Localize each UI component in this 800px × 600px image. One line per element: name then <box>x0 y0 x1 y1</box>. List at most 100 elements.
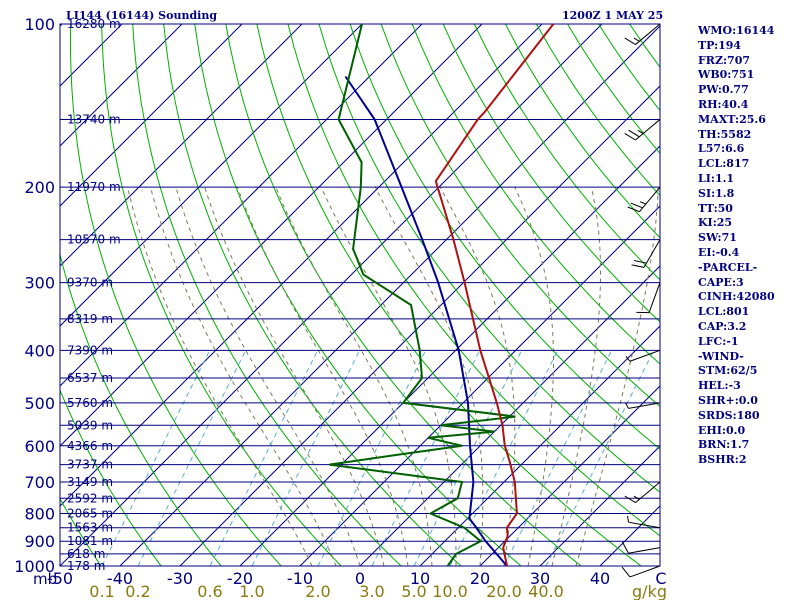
isotherm-line <box>60 24 183 147</box>
index-item: LI:1.1 <box>698 171 735 185</box>
temperature-tick-label: 20 <box>470 569 490 588</box>
index-item: WMO:16144 <box>698 24 775 37</box>
wind-barb-flag <box>634 260 647 264</box>
isotherm-line <box>179 85 660 566</box>
isotherm-line <box>299 205 660 566</box>
temperature-tick-label: -20 <box>227 569 253 588</box>
wind-barb <box>624 481 661 504</box>
index-item: KI:25 <box>698 216 733 230</box>
pressure-tick-label: 800 <box>24 504 55 523</box>
height-label: 4366 m <box>67 439 113 453</box>
mixing-ratio-line <box>545 350 655 566</box>
wind-barb-flag <box>627 206 640 213</box>
wind-barb-half-flag <box>633 495 640 500</box>
index-item: TP:194 <box>698 38 742 52</box>
index-item: CAP:3.2 <box>698 319 747 333</box>
mixing-ratio-tick-label: 2.0 <box>305 582 330 600</box>
isotherm-line <box>239 145 660 566</box>
wind-barb-staff <box>628 547 661 554</box>
temperature-tick-label: 10 <box>410 569 430 588</box>
wind-barb-flag <box>628 129 640 138</box>
wind-barb <box>627 186 661 213</box>
isotherm-line <box>539 445 660 566</box>
wind-barb-flag <box>630 202 643 209</box>
isotherm-line <box>60 24 543 507</box>
pressure-tick-label: 200 <box>24 178 55 197</box>
index-item: SI:1.8 <box>698 186 735 200</box>
pressure-tick-label: 900 <box>24 532 55 551</box>
index-item: TH:5582 <box>698 127 752 141</box>
indices-panel: WMO:16144 TP:194 FRZ:707 WB0:751 PW:0.77 RH:4… <box>698 24 775 468</box>
moist-adiabat-line <box>514 186 554 566</box>
height-label: 7390 m <box>67 343 113 357</box>
height-label: 5760 m <box>67 396 113 410</box>
wind-barb-staff <box>629 349 661 362</box>
wind-barb-half-flag <box>625 402 629 409</box>
parcel-line <box>344 75 508 567</box>
height-label: 618 m <box>67 547 105 561</box>
height-label: 5039 m <box>67 418 113 432</box>
height-label: 13740 m <box>67 112 121 126</box>
wind-barb-half-flag <box>639 201 647 205</box>
isotherm-line <box>119 25 660 566</box>
isotherm-line <box>0 24 2 566</box>
height-label: 2065 m <box>67 506 113 520</box>
pressure-tick-label: 600 <box>24 437 55 456</box>
index-item: SW:71 <box>698 231 737 245</box>
wind-barb-staff <box>643 239 661 268</box>
height-label: 9370 m <box>67 276 113 290</box>
height-label: 2592 m <box>67 491 113 505</box>
index-item: PW:0.77 <box>698 83 749 97</box>
height-label: 11970 m <box>67 180 121 194</box>
index-item: EHI:0.0 <box>698 423 746 437</box>
wind-barb-half-flag <box>625 355 631 362</box>
sounding-profiles <box>329 23 555 567</box>
wind-barb-staff <box>639 186 661 212</box>
index-item: SRDS:180 <box>698 408 760 422</box>
isotherm-line <box>60 24 303 267</box>
chart-grid <box>0 23 661 567</box>
wind-barb-staff <box>635 23 661 45</box>
wind-barb-half-flag <box>627 515 629 523</box>
dry-adiabat-line <box>256 24 642 566</box>
mixing-ratio-line <box>251 350 361 566</box>
mixing-ratio-line <box>371 350 481 566</box>
temperature-line <box>434 23 555 567</box>
wind-barb <box>625 402 661 409</box>
dry-adiabat-line <box>60 252 222 566</box>
isotherm-line <box>60 24 423 387</box>
wind-barb-flag <box>624 37 636 45</box>
index-item: BRN:1.7 <box>698 438 750 452</box>
moist-adiabat-line <box>175 187 361 566</box>
temperature-tick-label: -10 <box>287 569 313 588</box>
index-item: EI:-0.4 <box>698 245 740 259</box>
dewpoint-line <box>329 23 516 567</box>
height-label: 1081 m <box>67 534 113 548</box>
isotherm-line <box>60 24 243 207</box>
isotherm-line <box>419 325 660 566</box>
wind-barb <box>636 282 661 314</box>
wind-barb <box>627 515 661 529</box>
pressure-tick-label: 100 <box>24 15 55 34</box>
wind-barb <box>625 349 661 362</box>
index-item: HEL:-3 <box>698 379 741 393</box>
temperature-tick-label: -40 <box>107 569 133 588</box>
wind-barbs <box>621 23 661 578</box>
pressure-tick-label: 300 <box>24 274 55 293</box>
wind-barb-staff <box>635 481 661 503</box>
pressure-tick-label: 700 <box>24 473 55 492</box>
wind-barb-flag <box>624 495 636 504</box>
height-label: 10570 m <box>67 233 121 247</box>
mb-unit-label: mb <box>33 570 57 588</box>
wind-barb-staff <box>629 565 661 578</box>
time-title: 1200Z 1 MAY 25 <box>562 9 664 22</box>
pressure-tick-label: 1000 <box>14 557 55 576</box>
wind-barb <box>624 119 661 141</box>
wind-barb <box>621 565 661 578</box>
index-item: BSHR:2 <box>698 453 747 467</box>
index-item: LCL:817 <box>698 157 750 171</box>
wind-barb-flag <box>621 566 631 578</box>
temperature-tick-label: -50 <box>47 569 73 588</box>
mixing-ratio-tick-label: 10.0 <box>432 582 468 600</box>
